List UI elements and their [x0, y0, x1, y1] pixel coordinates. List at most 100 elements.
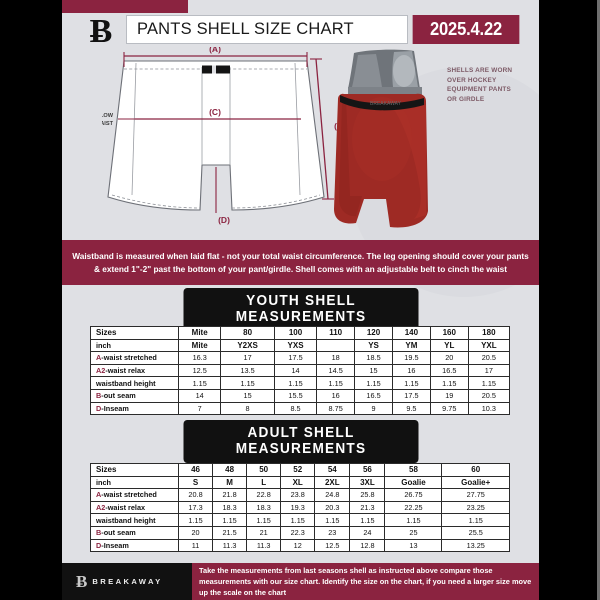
table-cell: 7: [177, 401, 222, 416]
table-row: B-out seam 20 21.5 21 22.3 23 24 25 25.5: [90, 525, 510, 540]
table-header-row: inch Mite Y2XS YXS YS YM YL YXL: [90, 338, 511, 353]
table-cell: 13: [384, 538, 443, 553]
table-cell: 9.5: [391, 401, 431, 416]
table-cell: 17.5: [391, 388, 431, 403]
table-row: waistband height 1.15 1.15 1.15 1.15 1.15 1.15…: [90, 376, 511, 390]
column-header: Mite: [177, 326, 222, 340]
footer-brand-name: BREAKAWAY: [92, 577, 163, 586]
row-label: B-out seam: [90, 388, 179, 403]
table-cell: 20: [177, 525, 214, 540]
table-cell: 1.15: [177, 376, 222, 390]
table-cell: 18: [316, 351, 356, 365]
measurement-code: A2: [96, 503, 106, 513]
table-cell: 8.5: [273, 401, 318, 416]
measurement-code: A2: [96, 366, 106, 376]
column-header: 160: [429, 326, 469, 340]
table-cell: 10.3: [467, 401, 511, 416]
measurement-code: A: [96, 490, 102, 500]
table-row: A2-waist relax 12.5 13.5 14 14.5 15 16 16.5 17: [90, 363, 511, 378]
table-cell: 17.5: [273, 351, 318, 365]
page-title-text: PANTS SHELL SIZE CHART: [137, 20, 354, 38]
table-cell: 1.15: [220, 376, 275, 390]
table-cell: 8: [220, 401, 275, 416]
table-cell: 25.8: [349, 488, 386, 502]
row-label: Sizes: [90, 463, 179, 477]
youth-section: YOUTH SHELL MEASUREMENTS Unit: Inches: [62, 288, 539, 347]
table-cell: 16.5: [354, 388, 393, 403]
waist-note-line1: 7" BELOW: [102, 113, 114, 119]
table-cell: 16: [316, 388, 356, 403]
footer-brand: Ƀ BREAKAWAY: [62, 563, 192, 600]
table-cell: 21: [246, 525, 282, 540]
column-header: 46: [177, 463, 214, 477]
column-header: 140: [391, 326, 431, 340]
table-cell: 20.3: [314, 500, 351, 515]
table-row: B-out seam 14 15 15.5 16 16.5 17.5 19 20.5: [90, 388, 511, 403]
column-header: YM: [391, 338, 431, 353]
column-header: M: [212, 475, 248, 490]
table-cell: 17: [220, 351, 275, 365]
table-cell: 21.5: [212, 525, 248, 540]
column-header: YS: [354, 338, 393, 353]
table-cell: 1.15: [273, 376, 318, 390]
column-header: Y2XS: [220, 338, 275, 353]
table-row: A-waist stretched 16.3 17 17.5 18 18.5 19.5 20 2…: [90, 351, 511, 365]
table-cell: 1.15: [384, 513, 443, 527]
table-cell: 26.75: [384, 488, 443, 502]
table-cell: 13.25: [441, 538, 510, 553]
table-row: A2-waist relax 17.3 18.3 18.3 19.3 20.3 21.3 22…: [90, 500, 510, 515]
row-label: Sizes: [90, 326, 179, 340]
table-cell: 23.25: [441, 500, 510, 515]
table-cell: 15: [354, 363, 393, 378]
table-cell: 21.3: [349, 500, 386, 515]
column-header: 52: [280, 463, 316, 477]
table-cell: 16.5: [429, 363, 469, 378]
table-cell: 20: [429, 351, 469, 365]
table-cell: 1.15: [212, 513, 248, 527]
measurement-code: D: [96, 403, 102, 413]
column-header: Mite: [177, 338, 222, 353]
table-cell: 1.15: [280, 513, 316, 527]
youth-measurements-table: Sizes Mite 80 100 110 120 140 160 180 inch Mite Y2X…: [90, 326, 511, 416]
column-header: 56: [349, 463, 386, 477]
row-label: D-Inseam: [90, 538, 179, 553]
row-label: inch: [90, 475, 179, 490]
table-cell: 20.5: [467, 388, 511, 403]
column-header: 48: [212, 463, 248, 477]
row-label: waistband height: [90, 513, 179, 527]
measurement-code: A: [96, 353, 102, 363]
table-cell: 15.5: [273, 388, 318, 403]
table-cell: 15: [220, 388, 275, 403]
page-footer: Ƀ BREAKAWAY Take the measurements from l…: [62, 563, 539, 600]
table-cell: 1.15: [349, 513, 386, 527]
table-cell: 1.15: [354, 376, 393, 390]
column-header: 58: [384, 463, 443, 477]
row-label: waistband height: [90, 376, 179, 390]
table-cell: 18.3: [212, 500, 248, 515]
table-cell: 11.3: [246, 538, 282, 553]
table-header-row: Sizes Mite 80 100 110 120 140 160 180: [90, 326, 511, 340]
table-cell: 1.15: [246, 513, 282, 527]
youth-table-wrap: Sizes Mite 80 100 110 120 140 160 180 inch Mite Y2X…: [90, 326, 511, 416]
table-cell: 19.3: [280, 500, 316, 515]
row-label: A2-waist relax: [90, 500, 179, 515]
adult-section-title: ADULT SHELL MEASUREMENTS: [183, 420, 418, 463]
table-cell: 20.5: [467, 351, 511, 365]
table-cell: 9.75: [429, 401, 469, 416]
table-cell: 24: [349, 525, 386, 540]
table-cell: 14: [273, 363, 318, 378]
shell-belt-logo: BREAKAWAY: [370, 101, 402, 107]
column-header: 54: [314, 463, 351, 477]
column-header: YXL: [467, 338, 511, 353]
row-label: A-waist stretched: [90, 351, 179, 365]
table-cell: 1.15: [429, 376, 469, 390]
table-cell: 25: [384, 525, 443, 540]
photo-note-line-3: EQUIPMENT PANTS: [447, 86, 511, 94]
table-cell: 13.5: [220, 363, 275, 378]
table-cell: 22.25: [384, 500, 443, 515]
table-cell: 1.15: [441, 513, 510, 527]
table-cell: 18.5: [354, 351, 393, 365]
row-label: A2-waist relax: [90, 363, 179, 378]
table-cell: 12.5: [314, 538, 351, 553]
